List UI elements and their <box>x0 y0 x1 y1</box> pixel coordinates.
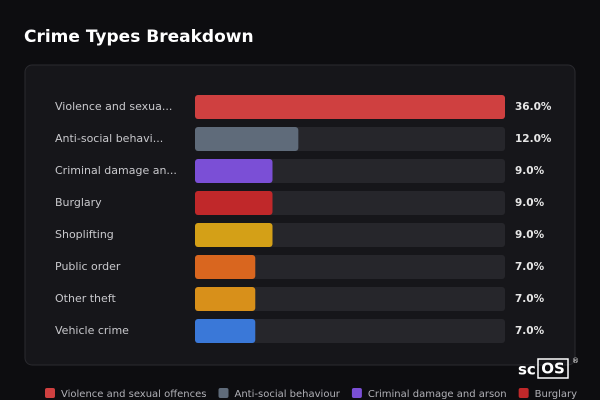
legend-swatch <box>518 388 529 398</box>
logo-mark: ® <box>572 357 579 365</box>
bar <box>195 95 505 119</box>
category-label: Burglary <box>55 196 102 209</box>
category-label: Vehicle crime <box>55 324 129 337</box>
value-label: 12.0% <box>515 133 552 145</box>
bar <box>195 127 299 151</box>
legend-swatch <box>45 388 55 398</box>
category-label: Criminal damage an... <box>55 164 177 177</box>
bar-track <box>195 319 505 343</box>
bar <box>195 191 273 215</box>
bar-track <box>195 287 505 311</box>
value-label: 7.0% <box>515 325 545 337</box>
bar-track <box>195 255 505 279</box>
legend-label: Criminal damage and arson <box>368 389 507 400</box>
chart-title: Crime Types Breakdown <box>24 27 254 47</box>
value-label: 36.0% <box>515 101 552 113</box>
bar <box>195 255 256 279</box>
value-label: 7.0% <box>515 261 545 273</box>
value-label: 9.0% <box>515 197 545 209</box>
value-label: 9.0% <box>515 229 545 241</box>
logo-box <box>537 358 569 379</box>
legend-label: Violence and sexual offences <box>61 389 207 400</box>
category-label: Public order <box>55 260 121 273</box>
legend-label: Burglary <box>535 389 577 400</box>
legend-swatch <box>351 388 362 398</box>
value-label: 9.0% <box>515 165 545 177</box>
category-label: Other theft <box>55 292 116 305</box>
bar <box>195 319 256 343</box>
bar <box>195 159 273 183</box>
bar <box>195 287 256 311</box>
legend-label: Anti-social behaviour <box>235 389 341 400</box>
legend-swatch <box>218 388 229 398</box>
value-label: 7.0% <box>515 293 545 305</box>
category-label: Shoplifting <box>55 228 114 241</box>
category-label: Anti-social behavi... <box>55 132 163 145</box>
logo-right: OS <box>541 360 565 378</box>
bar <box>195 223 273 247</box>
logo-left: sc <box>518 361 536 379</box>
category-label: Violence and sexua... <box>55 100 172 113</box>
